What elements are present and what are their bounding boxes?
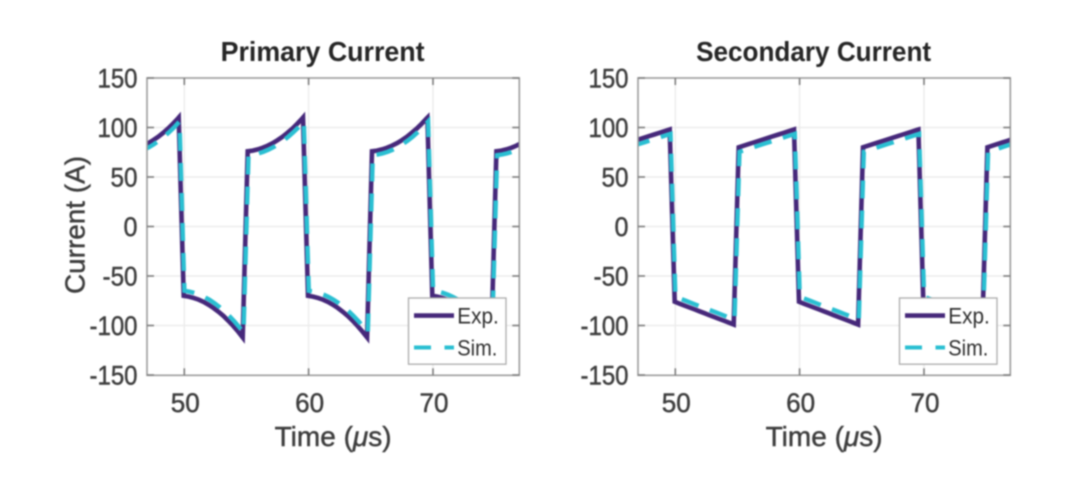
svg-text:Time (μs): Time (μs) xyxy=(766,421,883,452)
svg-text:100: 100 xyxy=(589,113,629,143)
svg-text:150: 150 xyxy=(98,64,138,94)
svg-text:Secondary Current: Secondary Current xyxy=(696,36,931,67)
svg-text:70: 70 xyxy=(420,388,449,418)
svg-text:70: 70 xyxy=(911,388,940,418)
svg-text:150: 150 xyxy=(589,64,629,94)
svg-text:-50: -50 xyxy=(103,262,138,292)
svg-text:50: 50 xyxy=(111,163,138,193)
svg-text:Exp.: Exp. xyxy=(948,304,990,329)
svg-text:60: 60 xyxy=(786,388,815,418)
svg-text:-150: -150 xyxy=(90,361,138,391)
svg-text:Exp.: Exp. xyxy=(457,304,499,329)
svg-text:-100: -100 xyxy=(90,311,138,341)
svg-text:Sim.: Sim. xyxy=(948,336,988,361)
svg-text:-50: -50 xyxy=(594,262,629,292)
svg-text:Sim.: Sim. xyxy=(457,336,497,361)
svg-text:0: 0 xyxy=(124,212,138,242)
svg-text:Primary Current: Primary Current xyxy=(221,36,425,67)
svg-text:50: 50 xyxy=(602,163,629,193)
svg-text:50: 50 xyxy=(662,388,691,418)
svg-text:Current (A): Current (A) xyxy=(60,156,91,294)
svg-text:-100: -100 xyxy=(581,311,629,341)
svg-text:100: 100 xyxy=(98,113,138,143)
svg-text:0: 0 xyxy=(615,212,629,242)
svg-text:-150: -150 xyxy=(581,361,629,391)
svg-text:50: 50 xyxy=(171,388,200,418)
svg-text:60: 60 xyxy=(295,388,324,418)
svg-text:Time (μs): Time (μs) xyxy=(275,421,392,452)
